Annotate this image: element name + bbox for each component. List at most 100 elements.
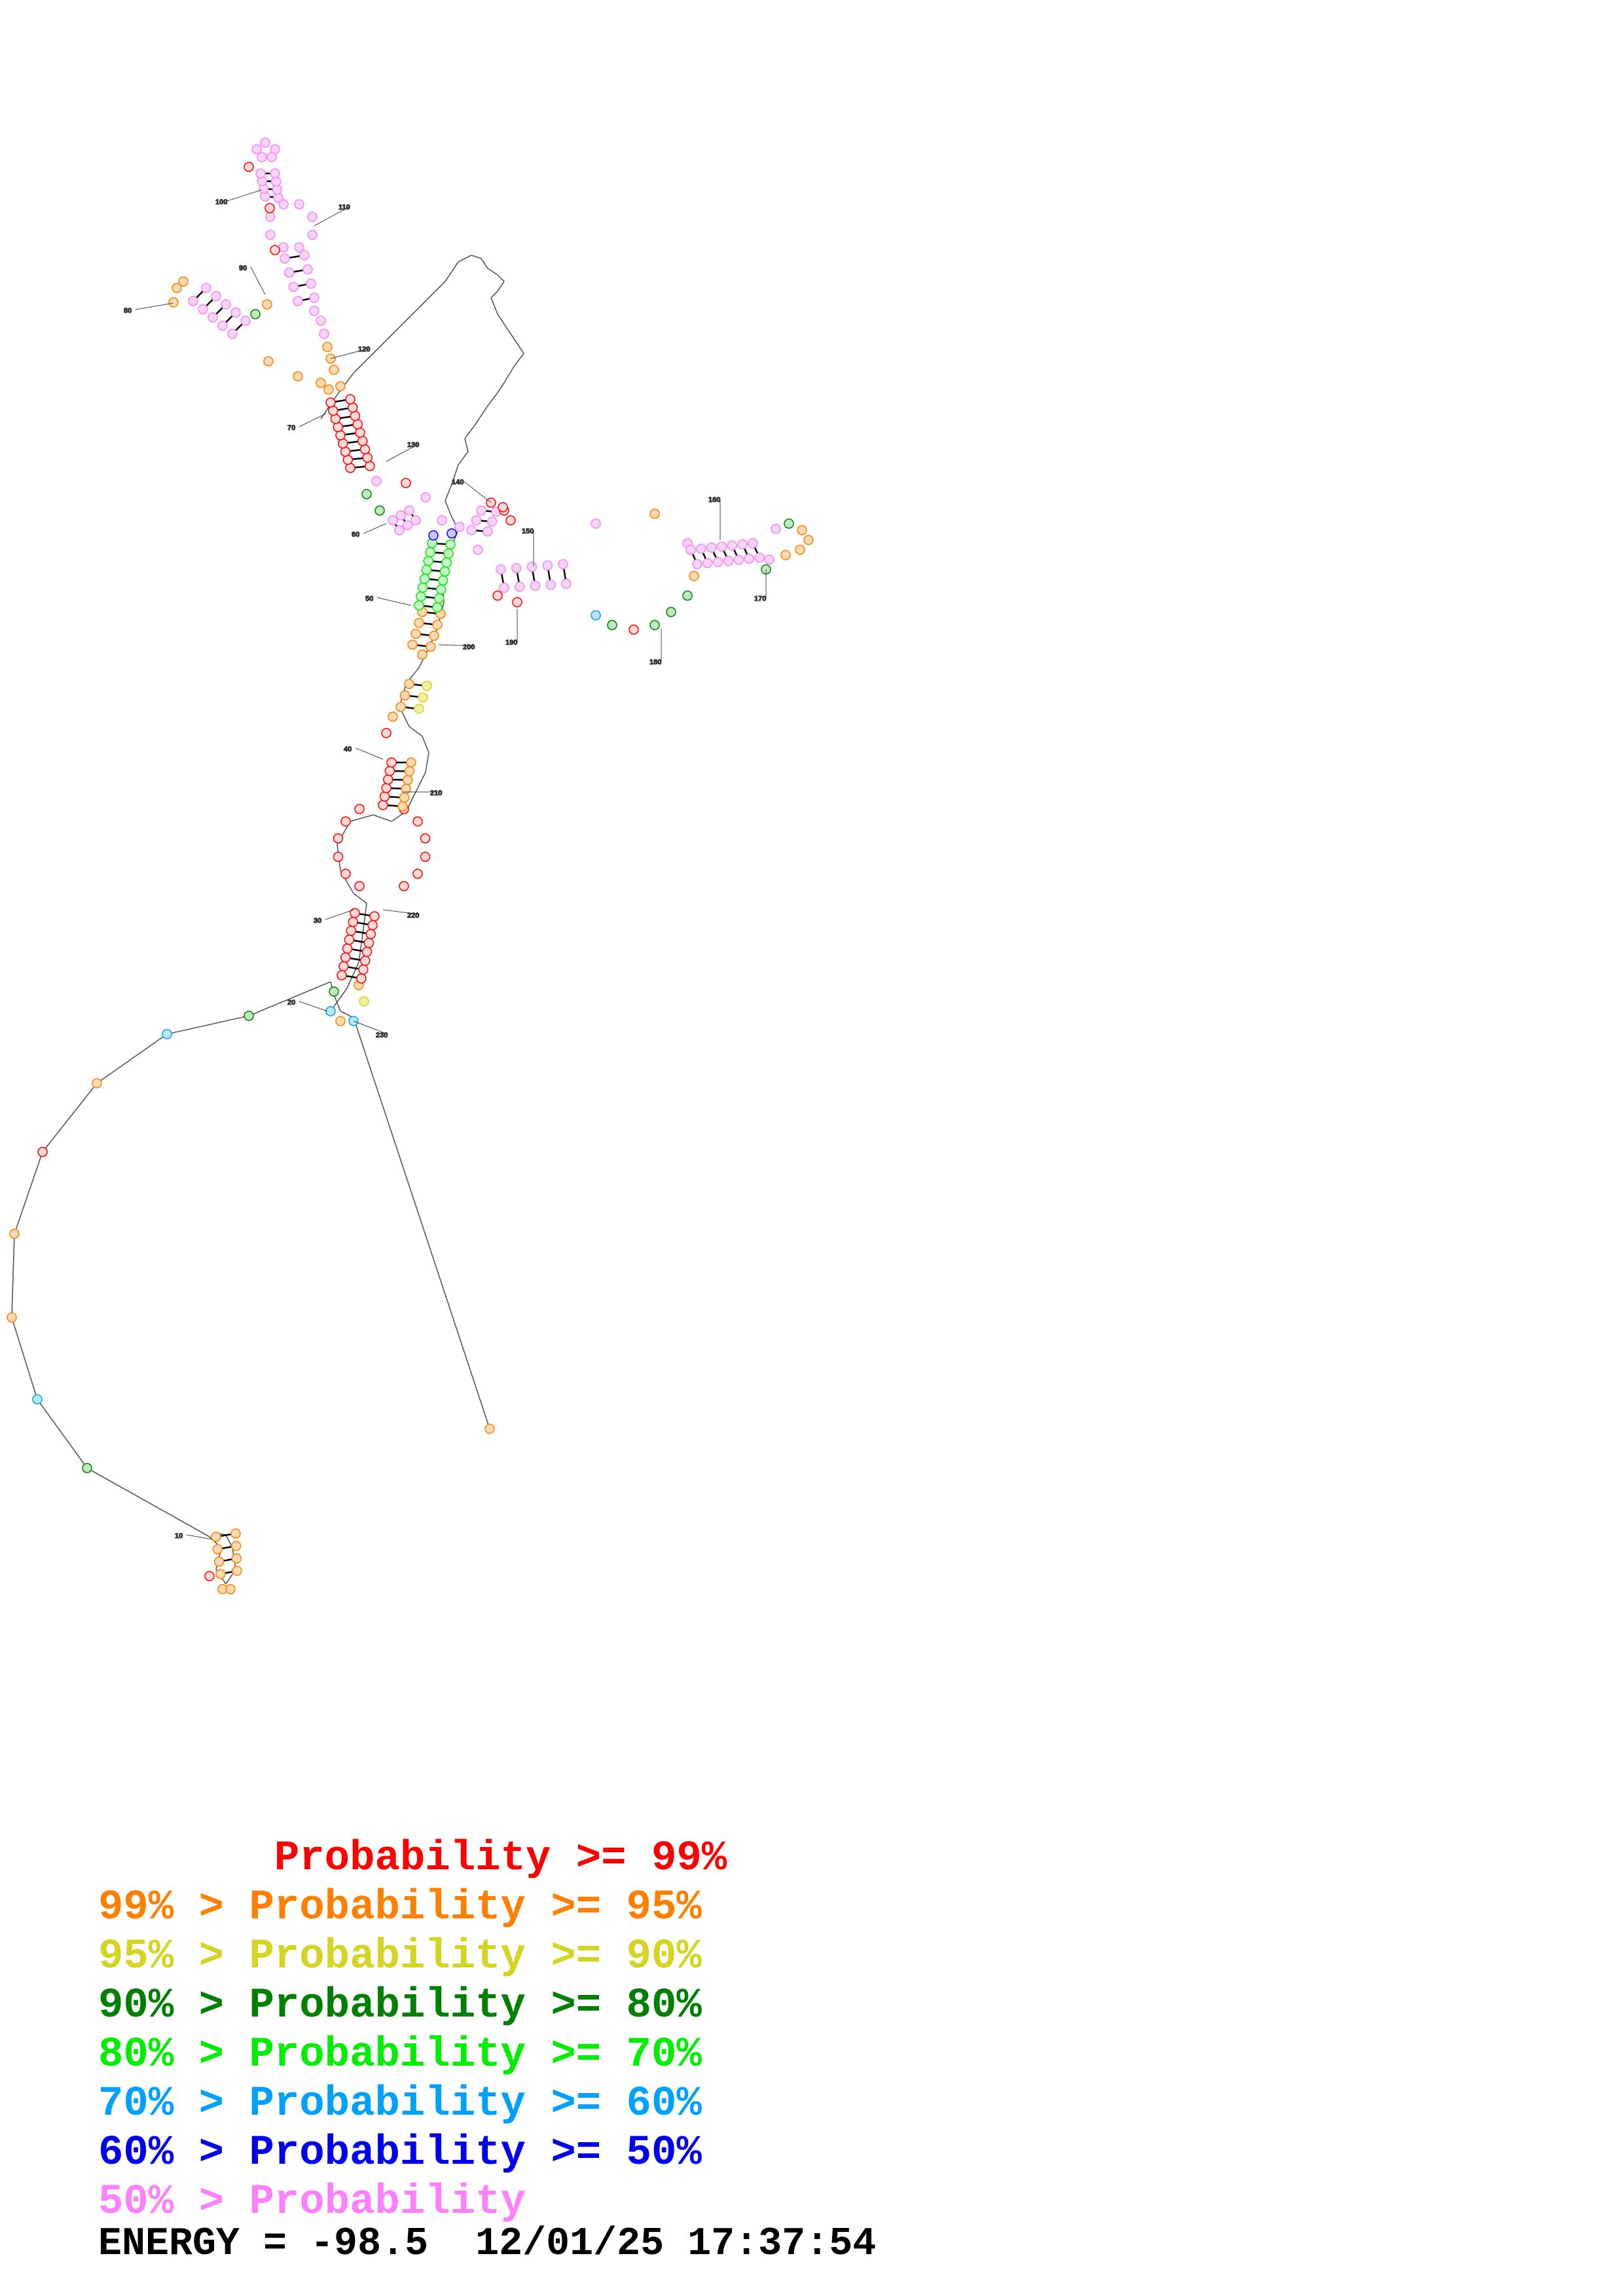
nucleotide [421, 564, 432, 575]
nucleotide [240, 315, 251, 326]
nucleotide [250, 309, 261, 319]
nucleotide [399, 881, 409, 891]
backbone-segment [37, 1399, 88, 1469]
nucleotide [299, 250, 310, 260]
nucleotide [340, 869, 351, 879]
backbone-segment [474, 405, 488, 426]
nucleotide [426, 641, 436, 652]
nucleotide [9, 1229, 20, 1239]
backbone-segment [358, 929, 364, 963]
nucleotide [342, 943, 353, 954]
legend-entry-prefix: 90% > [98, 1982, 249, 2030]
nucleotide [542, 560, 553, 571]
nucleotide [437, 515, 447, 526]
nucleotide [454, 522, 465, 532]
nucleotide [278, 199, 289, 209]
nucleotide [371, 476, 382, 486]
nucleotide [367, 920, 378, 931]
nucleotide [204, 1571, 215, 1581]
backbone-segment [497, 281, 505, 292]
nucleotide [92, 1078, 102, 1088]
nucleotide [381, 783, 392, 793]
nucleotide [591, 518, 601, 529]
legend-entry: 90% > Probability >= 80% [98, 1985, 702, 2027]
nucleotide [498, 502, 508, 512]
nucleotide [263, 356, 274, 367]
nucleotide [419, 573, 430, 584]
backbone-segment [96, 1033, 168, 1084]
nucleotide [439, 566, 450, 577]
nucleotide [561, 579, 572, 589]
nucleotide [358, 964, 369, 975]
position-label: 40 [344, 745, 352, 753]
nucleotide [307, 230, 318, 240]
position-tick [299, 1001, 328, 1012]
backbone-segment [425, 752, 429, 773]
nucleotide [412, 869, 423, 879]
nucleotide [225, 1584, 236, 1594]
position-tick [325, 909, 354, 920]
nucleotide [265, 211, 276, 222]
nucleotide [338, 961, 349, 972]
position-label: 220 [407, 912, 419, 920]
position-tick [355, 747, 384, 760]
backbone-segment [451, 261, 459, 272]
backbone-segment [418, 294, 433, 308]
nucleotide [666, 607, 676, 617]
nucleotide [162, 1029, 172, 1039]
backbone-segment [497, 382, 505, 393]
nucleotide [689, 571, 699, 581]
backbone-segment [458, 451, 469, 465]
nucleotide [486, 516, 498, 527]
nucleotide [361, 489, 372, 499]
nucleotide [425, 547, 435, 558]
position-label: 210 [430, 789, 442, 797]
nucleotide [404, 679, 414, 689]
position-tick [353, 1020, 388, 1035]
position-tick [363, 523, 387, 534]
backbone-segment [42, 1083, 98, 1153]
backbone-segment [458, 255, 472, 262]
nucleotide [682, 590, 693, 601]
nucleotide [230, 1528, 241, 1539]
position-tick [250, 266, 266, 295]
nucleotide [361, 946, 373, 958]
nucleotide [733, 554, 744, 565]
legend-entry-label: Probability >= 60% [249, 2081, 702, 2128]
nucleotide [484, 1424, 495, 1434]
backbone-segment [392, 320, 407, 334]
nucleotide [414, 704, 424, 714]
legend-entry: Probability >= 99% [98, 1838, 727, 1880]
nucleotide [394, 525, 405, 535]
nucleotide [230, 307, 241, 318]
nucleotide [401, 478, 411, 488]
nucleotide [649, 509, 660, 519]
position-label: 130 [407, 441, 419, 449]
nucleotide [365, 461, 375, 471]
nucleotide [437, 575, 448, 586]
nucleotide [414, 617, 424, 628]
backbone-segment [497, 274, 505, 282]
nucleotide [784, 518, 794, 529]
backbone-segment [14, 1151, 43, 1234]
nucleotide [399, 690, 410, 701]
nucleotide [357, 436, 368, 446]
nucleotide [348, 403, 358, 413]
nucleotide [362, 452, 373, 463]
nucleotide [201, 283, 211, 293]
nucleotide [445, 539, 456, 550]
nucleotide [797, 525, 807, 535]
nucleotide [188, 296, 198, 306]
position-tick [186, 1534, 213, 1540]
nucleotide [325, 397, 336, 408]
nucleotide [545, 579, 556, 590]
nucleotide [505, 515, 516, 526]
nucleotide [515, 581, 525, 592]
nucleotide [363, 937, 374, 948]
nucleotide [344, 934, 355, 945]
legend-entry-prefix: 70% > [98, 2081, 249, 2128]
nucleotide [434, 593, 445, 604]
position-label: 190 [505, 639, 517, 647]
nucleotide [716, 541, 727, 552]
nucleotide [422, 681, 432, 691]
